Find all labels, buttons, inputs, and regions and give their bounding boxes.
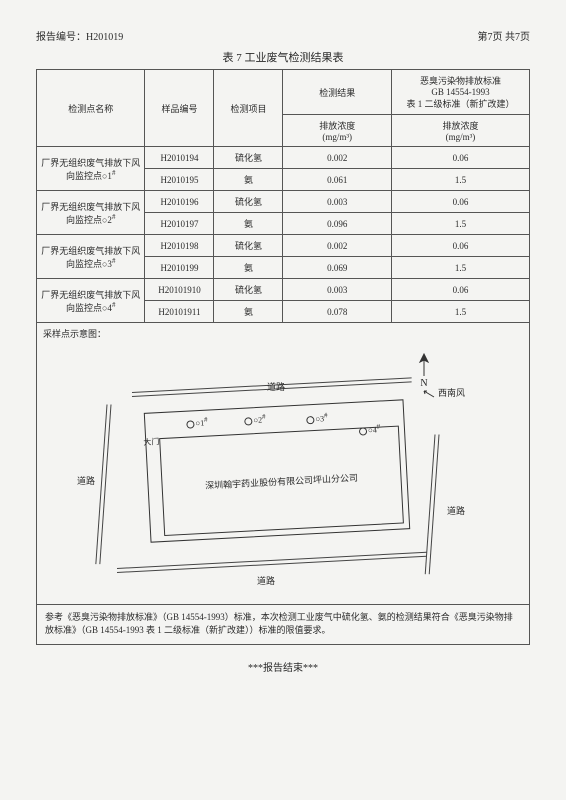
col-sample: 样品编号 <box>145 70 214 147</box>
company-label: 深圳翰宇药业股份有限公司坪山分公司 <box>159 426 404 536</box>
cell-point: 厂界无组织废气排放下风向监控点○2# <box>37 191 145 235</box>
road-label: 道路 <box>447 504 465 517</box>
road-label: 道路 <box>257 574 275 587</box>
col-standard: 恶臭污染物排放标准 GB 14554-1993 表 1 二级标准（新扩改建） <box>391 70 529 115</box>
page-header: 报告编号：H201019 第7页 共7页 <box>36 28 530 43</box>
col-item: 检测项目 <box>214 70 283 147</box>
report-no: 报告编号：H201019 <box>36 28 123 43</box>
sample-point: ○2# <box>244 413 266 426</box>
sample-point: ○1# <box>186 416 208 429</box>
col-point: 检测点名称 <box>37 70 145 147</box>
road-line <box>117 556 427 573</box>
sampling-label: 采样点示意图： <box>37 323 530 345</box>
page-indicator: 第7页 共7页 <box>478 28 531 43</box>
table-title: 表 7 工业废气检测结果表 <box>36 49 530 65</box>
cell-point: 厂界无组织废气排放下风向监控点○1# <box>37 147 145 191</box>
results-table: 检测点名称 样品编号 检测项目 检测结果 恶臭污染物排放标准 GB 14554-… <box>36 69 530 645</box>
col-standard-unit: 排放浓度(mg/m³) <box>391 115 529 147</box>
table-row: 厂界无组织废气排放下风向监控点○3# H2010198硫化氢0.0020.06 <box>37 235 530 257</box>
compass-icon: N <box>417 352 431 389</box>
cell-point: 厂界无组织废气排放下风向监控点○4# <box>37 279 145 323</box>
wind-label: 西南风 <box>420 386 465 399</box>
sampling-diagram: N 西南风 道路 道路 道路 道路 大门 <box>37 344 529 604</box>
gate-label: 大门 <box>143 438 160 453</box>
table-row: 厂界无组织废气排放下风向监控点○1# H2010194硫化氢0.0020.06 <box>37 147 530 169</box>
note: 参考《恶臭污染物排放标准》（GB 14554-1993）标准，本次检测工业废气中… <box>37 604 530 644</box>
sample-point: ○3# <box>306 411 328 424</box>
cell-point: 厂界无组织废气排放下风向监控点○3# <box>37 235 145 279</box>
road-label: 道路 <box>267 380 285 393</box>
diagram-cell: N 西南风 道路 道路 道路 道路 大门 <box>37 344 530 604</box>
road-line <box>117 552 427 569</box>
report-end: ***报告结束*** <box>36 659 530 674</box>
road-label: 道路 <box>77 474 95 487</box>
col-result: 检测结果 <box>283 70 391 115</box>
building: 大门 ○1# ○2# ○3# ○4# 深圳翰宇药业股份有限公司坪山分公司 <box>144 399 410 542</box>
col-result-unit: 排放浓度(mg/m³) <box>283 115 391 147</box>
table-row: 厂界无组织废气排放下风向监控点○2# H2010196硫化氢0.0030.06 <box>37 191 530 213</box>
table-row: 厂界无组织废气排放下风向监控点○4# H20101910硫化氢0.0030.06 <box>37 279 530 301</box>
